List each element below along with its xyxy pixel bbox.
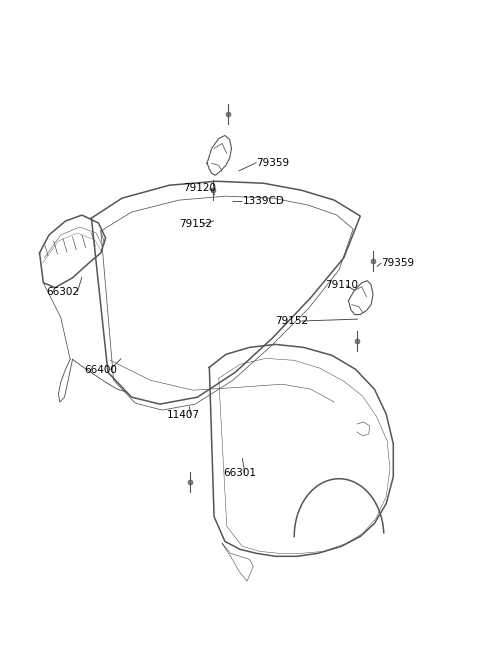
- Text: 11407: 11407: [167, 410, 200, 420]
- Text: 79120: 79120: [183, 183, 216, 193]
- Text: 79359: 79359: [382, 258, 415, 268]
- Text: 79359: 79359: [256, 158, 289, 168]
- Text: 66301: 66301: [224, 468, 256, 478]
- Text: 79152: 79152: [276, 316, 309, 326]
- Text: 1339CD: 1339CD: [242, 196, 284, 206]
- Text: 66302: 66302: [47, 287, 80, 297]
- Text: 66400: 66400: [84, 365, 117, 375]
- Text: 79152: 79152: [179, 219, 212, 229]
- Text: 79110: 79110: [325, 280, 358, 290]
